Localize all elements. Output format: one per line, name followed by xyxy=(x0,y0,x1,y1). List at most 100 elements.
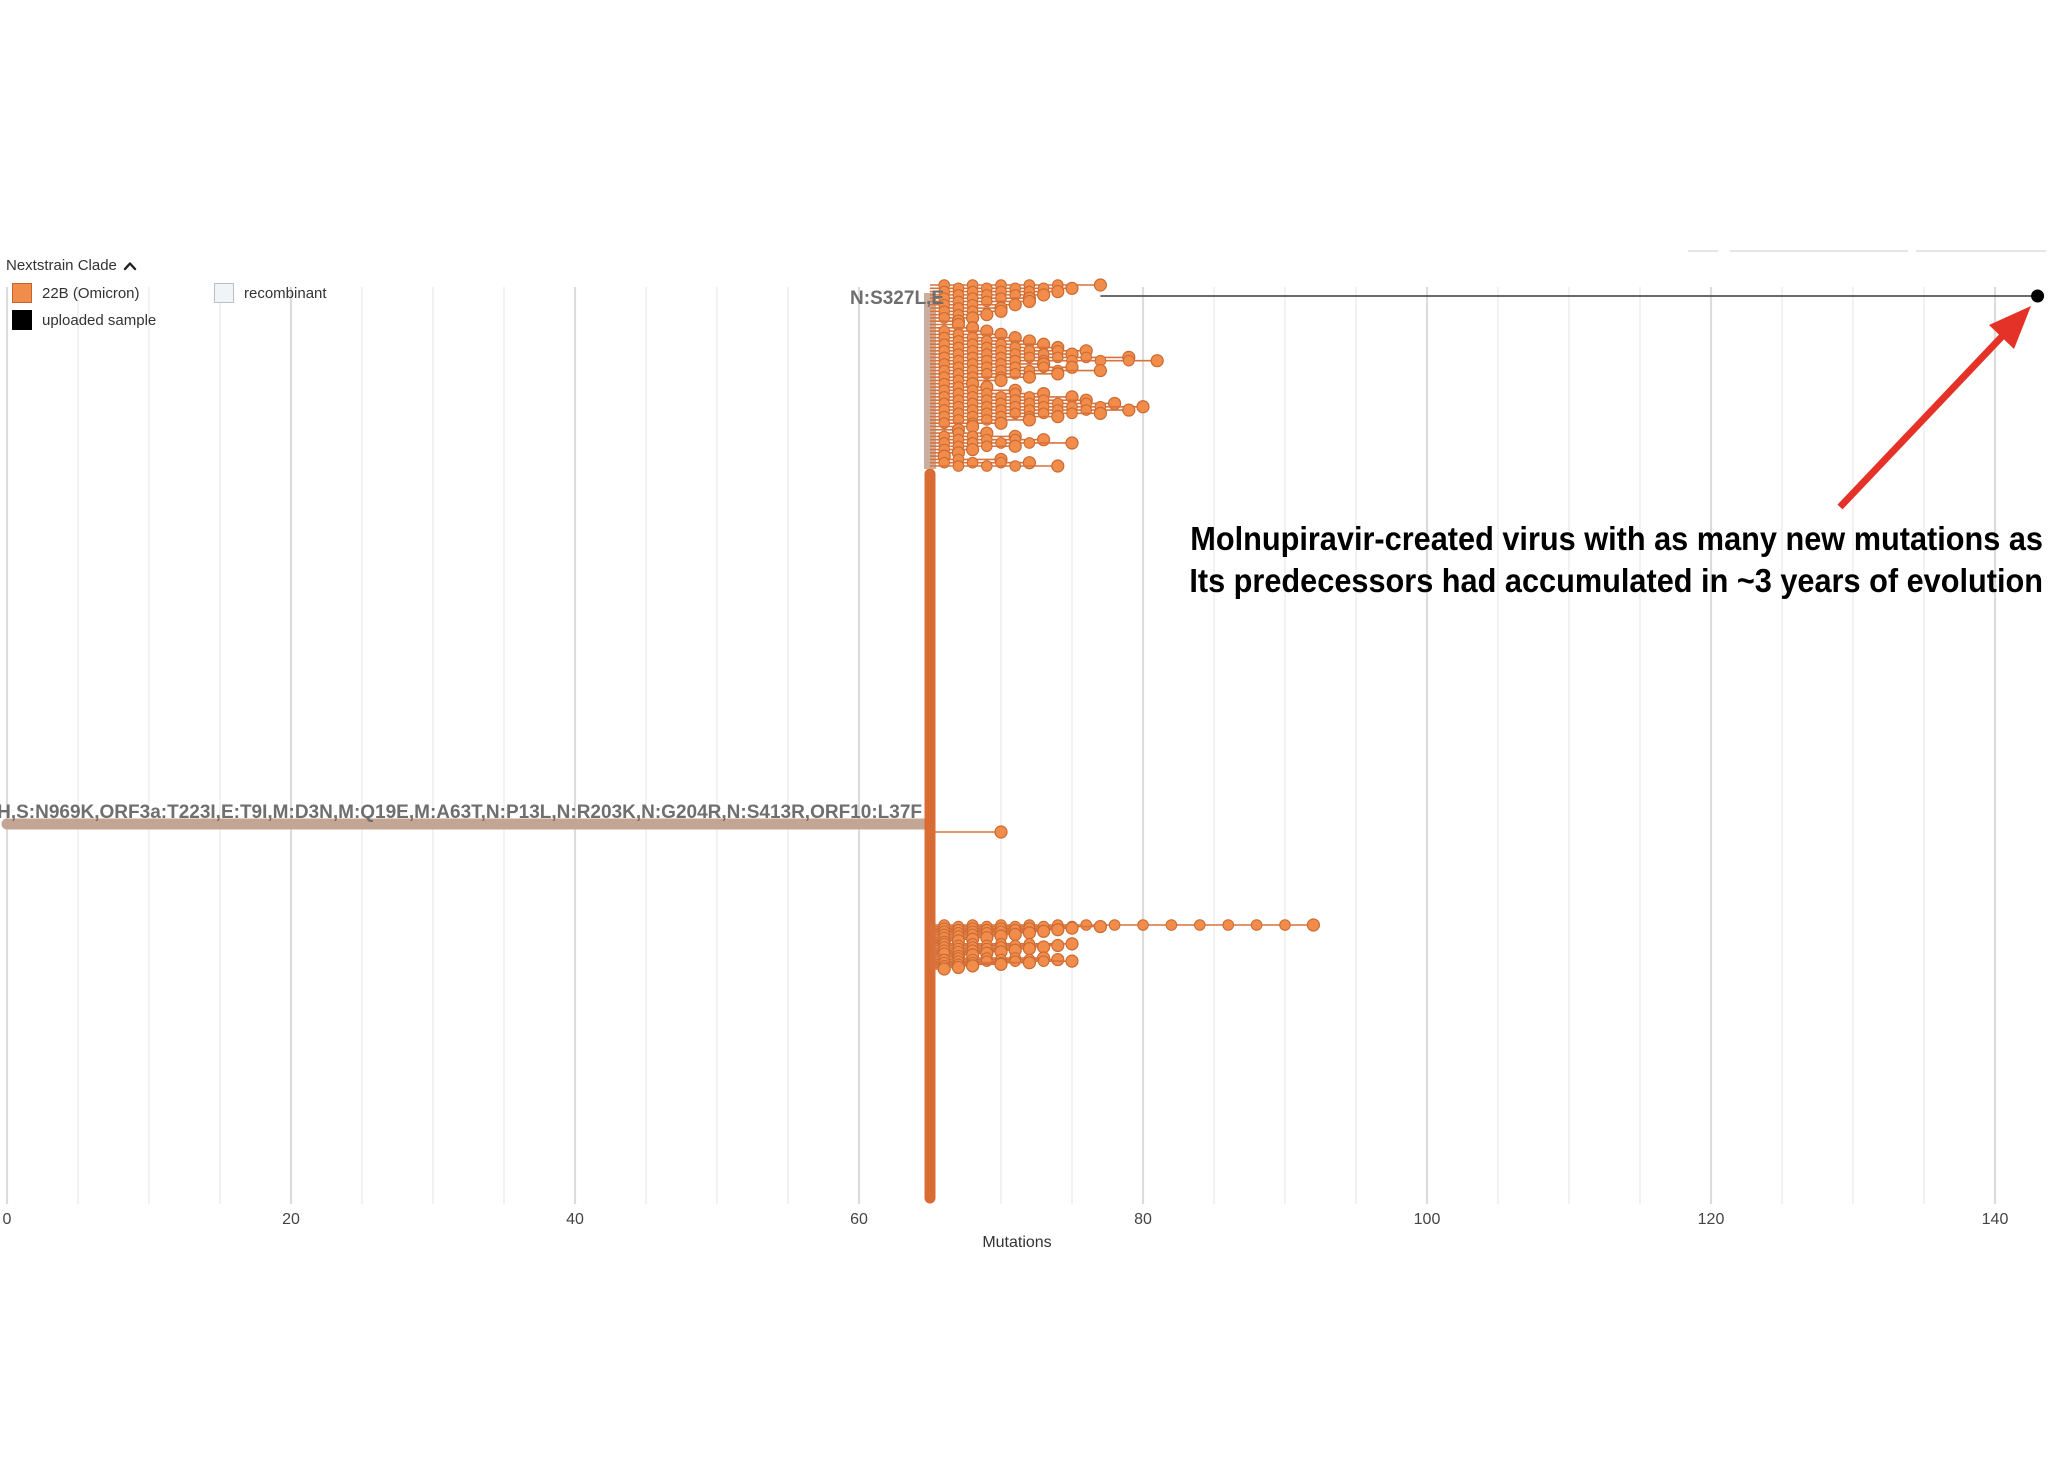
branch-labels: :H,S:N969K,ORF3a:T223I,E:T9I,M:D3N,M:Q19… xyxy=(0,288,944,823)
bottom-group-tip xyxy=(1022,926,1037,940)
legend-swatch-uploaded-sample xyxy=(12,310,32,330)
bottom-group-tip xyxy=(951,960,966,975)
x-tick-label: 20 xyxy=(282,1211,300,1228)
top-group-tip xyxy=(994,373,1008,388)
x-tick-label: 80 xyxy=(1134,1211,1152,1228)
annotation-line-2: Its predecessors had accumulated in ~3 y… xyxy=(1189,562,2043,599)
bottom-group-tip xyxy=(1093,919,1108,934)
bottom-group-tip xyxy=(937,962,951,976)
mid-tip xyxy=(994,825,1008,839)
bottom-group-tip xyxy=(1008,927,1022,942)
top-group-tip xyxy=(1065,360,1079,374)
tab-strip-1 xyxy=(1688,250,1718,252)
bottom-group-node xyxy=(1080,919,1092,931)
top-group-tip xyxy=(1093,278,1108,292)
top-group-tip xyxy=(1008,439,1022,453)
bottom-group-node xyxy=(1250,919,1263,931)
top-group-tip xyxy=(1022,413,1037,427)
x-tick-label: 120 xyxy=(1698,1211,1725,1228)
annotation-text: Molnupiravir-created virus with as many … xyxy=(1164,518,2043,602)
grid xyxy=(5,287,1997,1204)
tab-strip-3 xyxy=(1916,250,2046,252)
bottom-group-tip xyxy=(1065,921,1079,935)
bottom-group-tip xyxy=(965,959,980,973)
top-group-tip xyxy=(1107,396,1122,411)
top-branch-label: N:S327L,E xyxy=(850,288,944,309)
annotation-line-1: Molnupiravir-created virus with as many … xyxy=(1190,520,2043,557)
top-group-tip xyxy=(1036,288,1051,302)
legend: Nextstrain Clade 22B (Omicron) uploaded … xyxy=(6,254,366,346)
annotation-arrow xyxy=(1837,306,2031,510)
bottom-group-node xyxy=(1108,919,1121,931)
top-group-tip xyxy=(1051,367,1065,381)
root-branch-label: :H,S:N969K,ORF3a:T223I,E:T9I,M:D3N,M:Q19… xyxy=(0,802,922,823)
x-axis-label: Mutations xyxy=(982,1234,1051,1251)
top-group-tip xyxy=(994,416,1008,430)
legend-swatch-recombinant xyxy=(214,283,234,303)
bottom-group-tip xyxy=(1036,924,1051,938)
legend-swatch-22b xyxy=(12,283,32,303)
top-group-tip xyxy=(1036,433,1051,447)
top-group-tip xyxy=(1022,370,1037,384)
bottom-group-tip xyxy=(1065,954,1079,968)
bottom-group-tip xyxy=(1051,923,1065,937)
top-group-tip xyxy=(1093,363,1108,378)
legend-item-22b[interactable]: 22B (Omicron) xyxy=(12,283,140,303)
x-tick-label: 40 xyxy=(566,1211,584,1228)
top-group-tip xyxy=(1122,403,1136,417)
top-group-node xyxy=(952,460,965,472)
bottom-group-tip xyxy=(1065,937,1079,951)
x-tick-label: 100 xyxy=(1414,1211,1441,1228)
top-group-tip xyxy=(1022,294,1037,309)
bottom-group-tip xyxy=(1051,952,1065,967)
legend-header[interactable]: Nextstrain Clade xyxy=(6,257,137,274)
x-axis: 0 20 40 60 80 100 120 140 Mutations xyxy=(3,1211,2009,1251)
top-group-node xyxy=(1023,437,1036,449)
chevron-up-icon[interactable] xyxy=(123,259,137,273)
bottom-group-tip xyxy=(1036,940,1051,954)
top-group-tip xyxy=(1022,456,1037,470)
bottom-group-tip xyxy=(1022,956,1037,970)
top-group-tip xyxy=(980,308,994,322)
legend-title: Nextstrain Clade xyxy=(6,257,117,274)
top-group-node xyxy=(1066,407,1078,420)
top-group-tip xyxy=(1065,436,1079,450)
x-tick-label: 60 xyxy=(850,1211,868,1228)
bottom-group-node xyxy=(1037,955,1050,967)
legend-item-recombinant[interactable]: recombinant xyxy=(214,283,327,303)
top-group-tip xyxy=(1008,298,1022,312)
top-group-tip xyxy=(1051,284,1065,299)
bottom-group-node xyxy=(1222,919,1234,931)
legend-item-uploaded-sample[interactable]: uploaded sample xyxy=(12,310,156,330)
uploaded-sample-tip xyxy=(2031,289,2045,303)
top-group-tip xyxy=(1051,410,1065,424)
legend-label-22b: 22B (Omicron) xyxy=(42,284,140,302)
legend-label-recombinant: recombinant xyxy=(244,284,327,302)
top-group-tip xyxy=(994,304,1008,318)
x-tick-label: 0 xyxy=(3,1211,12,1228)
x-tick-label: 140 xyxy=(1982,1211,2009,1228)
bottom-group-tip xyxy=(1022,941,1037,956)
bottom-group-node xyxy=(1009,955,1022,967)
top-group-tip xyxy=(1065,281,1079,295)
annotation-arrow-shaft xyxy=(1837,325,2013,510)
bottom-group-node xyxy=(1194,919,1206,931)
tab-strip-2 xyxy=(1730,250,1908,252)
bottom-group-tip xyxy=(1051,938,1065,953)
top-group-tip xyxy=(1051,459,1065,473)
top-group-tip xyxy=(1093,406,1108,420)
top-group-tip xyxy=(965,442,980,457)
top-group-node xyxy=(1009,460,1022,472)
top-group-tip xyxy=(1150,354,1164,368)
bottom-group-node xyxy=(1165,919,1178,931)
tree[interactable] xyxy=(1,278,2045,1204)
top-group-tip xyxy=(1136,400,1150,414)
bottom-group-tip xyxy=(994,957,1008,971)
bottom-group-node xyxy=(1137,919,1149,931)
top-group-node xyxy=(981,460,993,472)
top-group-node xyxy=(981,440,993,453)
legend-label-uploaded-sample: uploaded sample xyxy=(42,311,157,329)
top-group-node xyxy=(1123,354,1135,367)
